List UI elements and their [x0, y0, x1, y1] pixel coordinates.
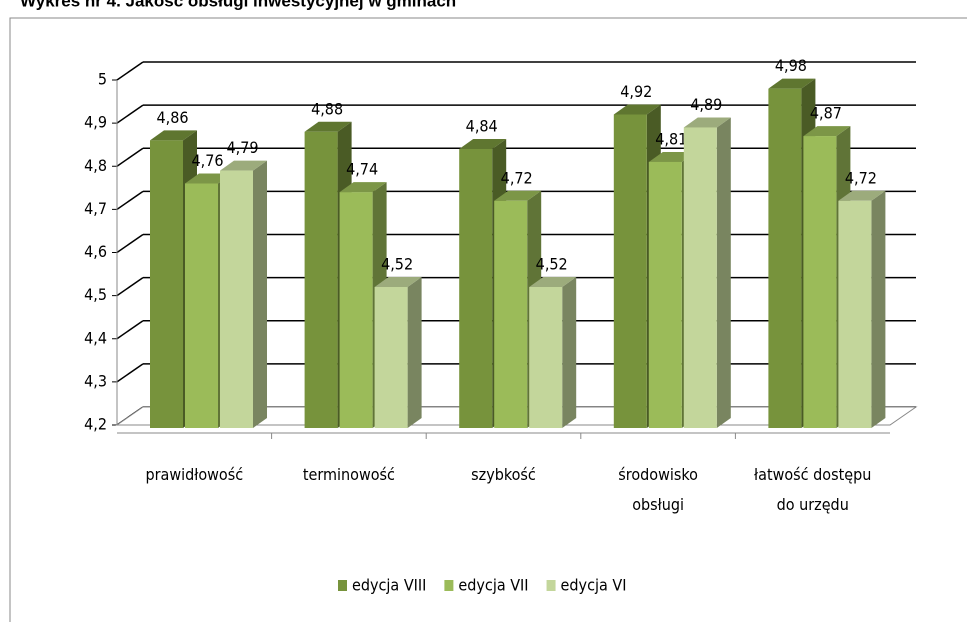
data-label: 4,79: [226, 138, 258, 157]
data-label: 4,81: [655, 129, 687, 148]
y-tick-label: 4,6: [84, 242, 107, 261]
bar: [683, 127, 717, 428]
legend-label: edycja VII: [458, 576, 528, 595]
data-label: 4,76: [191, 151, 223, 170]
bar-top: [494, 190, 542, 201]
bar: [220, 170, 253, 428]
data-label: 4,88: [311, 99, 343, 118]
bar: [648, 161, 682, 428]
x-tick-label: łatwość dostępu do urzędu: [754, 465, 871, 514]
bar-top: [768, 78, 816, 89]
bar: [150, 140, 183, 428]
data-label: 4,84: [466, 117, 498, 136]
bar: [185, 183, 218, 428]
data-label: 4,72: [845, 168, 877, 187]
legend-swatch: [338, 580, 347, 591]
bar-top: [803, 126, 851, 137]
y-tick-label: 4,4: [84, 328, 107, 347]
x-tick-label: prawidłowość: [145, 465, 243, 484]
bar-side: [407, 277, 422, 428]
bar: [459, 149, 493, 428]
bar-top: [459, 139, 507, 149]
bar-top: [613, 104, 661, 115]
bar-top: [339, 182, 387, 193]
data-label: 4,92: [620, 82, 652, 101]
grid-line: [116, 61, 144, 81]
x-tick-label: terminowość: [303, 465, 395, 484]
bar: [374, 287, 408, 428]
grid-line: [116, 104, 144, 124]
legend-label: edycja VI: [561, 576, 627, 595]
data-label: 4,86: [156, 108, 188, 127]
bar-top: [838, 190, 886, 201]
grid-line: [116, 277, 144, 297]
legend-swatch: [546, 580, 556, 591]
x-tick-label: środowisko obsługi: [618, 465, 698, 514]
data-label: 4,74: [346, 160, 378, 179]
legend-label: edycja VIII: [352, 576, 426, 595]
y-tick-label: 4,5: [84, 285, 107, 304]
grid-line: [116, 233, 144, 254]
bar: [613, 114, 647, 428]
data-label: 4,87: [810, 104, 842, 123]
data-label: 4,52: [381, 255, 413, 274]
bar-top: [374, 277, 422, 287]
grid-line: [116, 190, 144, 210]
data-label: 4,89: [690, 95, 722, 114]
bar-side: [562, 277, 577, 428]
bar-side: [253, 160, 267, 428]
bar-side: [871, 190, 886, 428]
x-tick-label: szybkość: [471, 465, 536, 484]
bar-top: [529, 277, 577, 287]
bar: [494, 200, 528, 428]
grid-line: [116, 147, 144, 167]
data-label: 4,52: [536, 255, 568, 274]
bar: [838, 200, 872, 428]
bar-side: [716, 117, 731, 428]
bar-top: [683, 117, 731, 128]
data-label: 4,98: [775, 56, 807, 75]
chart-title: Wykres nr 4. Jakość obsługi inwestycyjne…: [20, 0, 456, 10]
bar-top: [304, 121, 352, 132]
y-tick-label: 4,3: [84, 371, 107, 390]
bar: [768, 88, 802, 428]
bar: [304, 131, 338, 428]
bar-top: [220, 160, 267, 171]
bar-top: [150, 130, 197, 141]
data-label: 4,72: [501, 168, 533, 187]
y-tick-label: 5: [98, 70, 107, 89]
bar: [803, 136, 837, 428]
grid-line: [116, 320, 144, 340]
y-tick-label: 4,8: [84, 156, 107, 175]
y-tick-label: 4,2: [84, 415, 107, 434]
bar: [529, 287, 563, 428]
y-tick-label: 4,7: [84, 199, 107, 218]
grid-line: [116, 363, 144, 383]
bar: [339, 192, 373, 428]
legend-swatch: [444, 580, 454, 591]
y-tick-label: 4,9: [84, 113, 107, 132]
